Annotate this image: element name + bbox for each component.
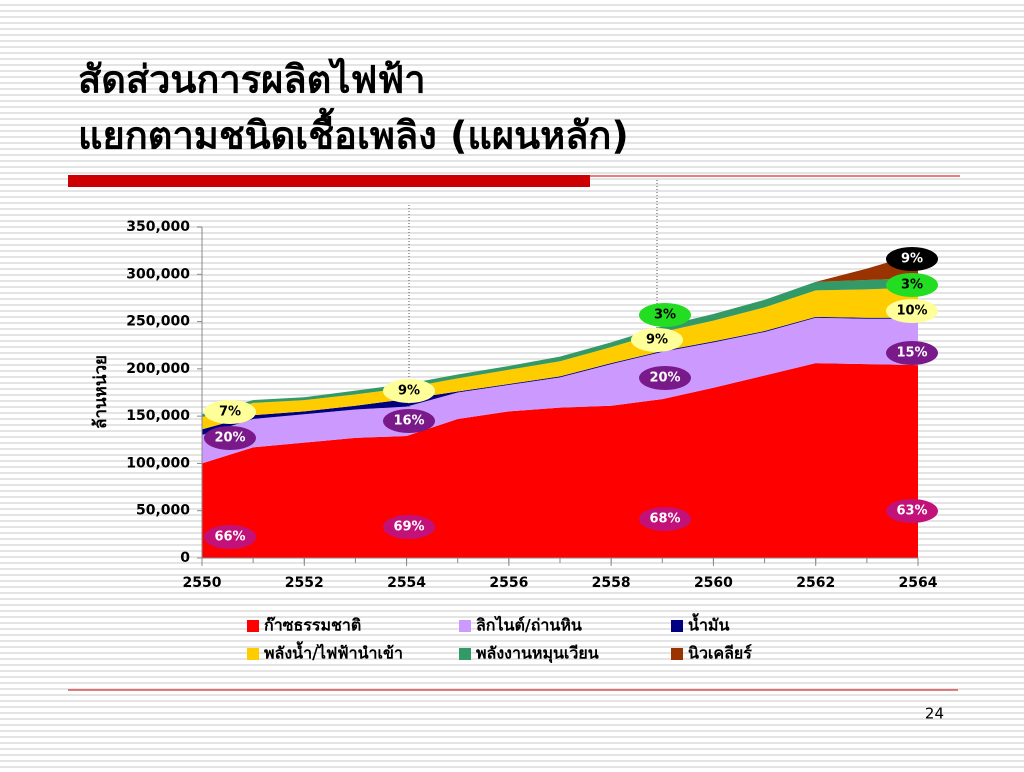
legend-swatch — [247, 620, 259, 632]
x-tick-label: 2564 — [899, 575, 938, 591]
y-tick-label: 300,000 — [126, 266, 190, 282]
legend-label: นิวเคลียร์ — [688, 644, 752, 663]
percent-label: 20% — [214, 431, 245, 446]
percent-badge — [639, 303, 691, 327]
percent-badge — [886, 247, 938, 271]
legend-label: น้ำมัน — [688, 613, 729, 635]
page-number: 24 — [925, 705, 944, 723]
x-tick-label: 2552 — [285, 575, 324, 591]
x-tick-label: 2550 — [183, 575, 222, 591]
area — [202, 287, 918, 430]
y-tick-label: 0 — [180, 550, 190, 566]
percent-label: 63% — [896, 504, 927, 519]
x-tick-label: 2556 — [489, 575, 528, 591]
area — [202, 363, 918, 558]
title-line-1: สัดส่วนการผลิตไฟฟ้า — [78, 58, 426, 102]
legend-swatch — [459, 648, 471, 660]
percent-badge — [886, 341, 938, 365]
title-line-2: แยกตามชนิดเชื้อเพลิง (แผนหลัก) — [78, 108, 629, 158]
percent-badge — [886, 499, 938, 523]
percent-badge — [204, 426, 256, 450]
percent-badge — [886, 273, 938, 297]
legend-swatch — [671, 648, 683, 660]
legend-label: พลังงานหมุนเวียน — [476, 644, 599, 664]
percent-label: 9% — [901, 252, 923, 267]
percent-badge — [639, 507, 691, 531]
percent-badge — [383, 379, 435, 403]
title-bar — [68, 175, 590, 187]
percent-label: 15% — [896, 346, 927, 361]
legend-swatch — [459, 620, 471, 632]
percent-label: 9% — [646, 333, 668, 348]
legend-swatch — [671, 620, 683, 632]
percent-label: 68% — [649, 512, 680, 527]
x-tick-label: 2558 — [592, 575, 631, 591]
y-tick-label: 350,000 — [126, 219, 190, 235]
y-tick-label: 100,000 — [126, 455, 190, 471]
x-tick-label: 2562 — [796, 575, 835, 591]
percent-label: 7% — [219, 405, 241, 420]
y-axis-label: ล้านหน่วย — [91, 355, 111, 429]
legend-label: ก๊าซธรรมชาติ — [264, 616, 361, 635]
percent-label: 16% — [393, 414, 424, 429]
percent-label: 66% — [214, 530, 245, 545]
percent-label: 10% — [896, 304, 927, 319]
y-tick-label: 50,000 — [136, 503, 190, 519]
percent-badge — [383, 409, 435, 433]
percent-badge — [204, 525, 256, 549]
percent-label: 69% — [393, 520, 424, 535]
percent-label: 3% — [654, 308, 676, 323]
x-tick-label: 2560 — [694, 575, 733, 591]
percent-badge — [383, 515, 435, 539]
y-tick-label: 200,000 — [126, 361, 190, 377]
percent-badge — [204, 400, 256, 424]
percent-badge — [886, 299, 938, 323]
percent-badge — [631, 328, 683, 352]
legend-swatch — [247, 648, 259, 660]
percent-label: 20% — [649, 371, 680, 386]
percent-label: 3% — [901, 278, 923, 293]
y-tick-label: 150,000 — [126, 408, 190, 424]
area — [202, 278, 918, 418]
percent-label: 9% — [398, 384, 420, 399]
x-tick-label: 2554 — [387, 575, 426, 591]
area — [202, 316, 918, 436]
legend-label: พลังน้ำ/ไฟฟ้านำเข้า — [264, 641, 403, 663]
area — [202, 317, 918, 464]
y-tick-label: 250,000 — [126, 314, 190, 330]
legend-label: ลิกไนต์/ถ่านหิน — [476, 616, 582, 635]
percent-badge — [639, 366, 691, 390]
